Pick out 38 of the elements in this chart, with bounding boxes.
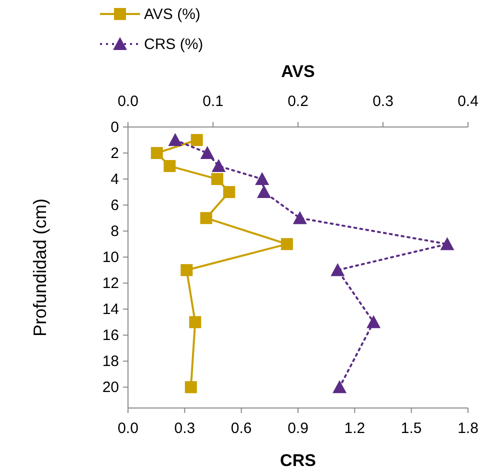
y-tick-label: 12 (102, 275, 119, 292)
x2-tick-label: 0.4 (458, 93, 478, 110)
y-tick-label: 8 (110, 223, 119, 240)
x-tick-label: 1.2 (344, 420, 366, 437)
y-tick-label: 18 (102, 353, 119, 370)
x-tick-label: 0.9 (288, 420, 308, 437)
point (200, 146, 214, 160)
x2-axis-title: AVS (281, 62, 315, 81)
y-tick-label: 20 (102, 379, 119, 396)
legend-label: CRS (%) (144, 36, 204, 53)
x2-tick-label: 0.3 (372, 93, 394, 110)
y-tick-label: 10 (102, 249, 119, 266)
point (255, 172, 270, 186)
x-tick-label: 1.8 (458, 420, 478, 437)
y-tick-label: 4 (110, 171, 119, 188)
y-tick-label: 14 (102, 301, 119, 318)
point (366, 315, 381, 328)
x-tick-label: 0.3 (174, 420, 196, 437)
x2-tick-label: 0.0 (118, 93, 138, 110)
x2-tick-label: 0.1 (202, 93, 224, 110)
y-tick-label: 2 (110, 145, 119, 162)
point (292, 211, 307, 224)
point (332, 380, 347, 394)
point (330, 263, 345, 276)
point (212, 159, 226, 172)
x-axis-title: CRS (280, 451, 316, 470)
point (440, 237, 454, 250)
point (168, 133, 182, 146)
y-tick-label: 0 (110, 119, 119, 136)
legend-label: AVS (%) (144, 6, 200, 23)
y-axis-title: Profundidad (cm) (30, 198, 50, 337)
y-tick-label: 6 (110, 197, 119, 214)
x-tick-label: 1.5 (400, 420, 422, 437)
y-tick-label: 16 (102, 327, 119, 344)
x2-tick-label: 0.2 (288, 93, 308, 110)
x-tick-label: 0.6 (230, 420, 252, 437)
point (257, 185, 271, 198)
x-tick-label: 0.0 (118, 420, 138, 437)
